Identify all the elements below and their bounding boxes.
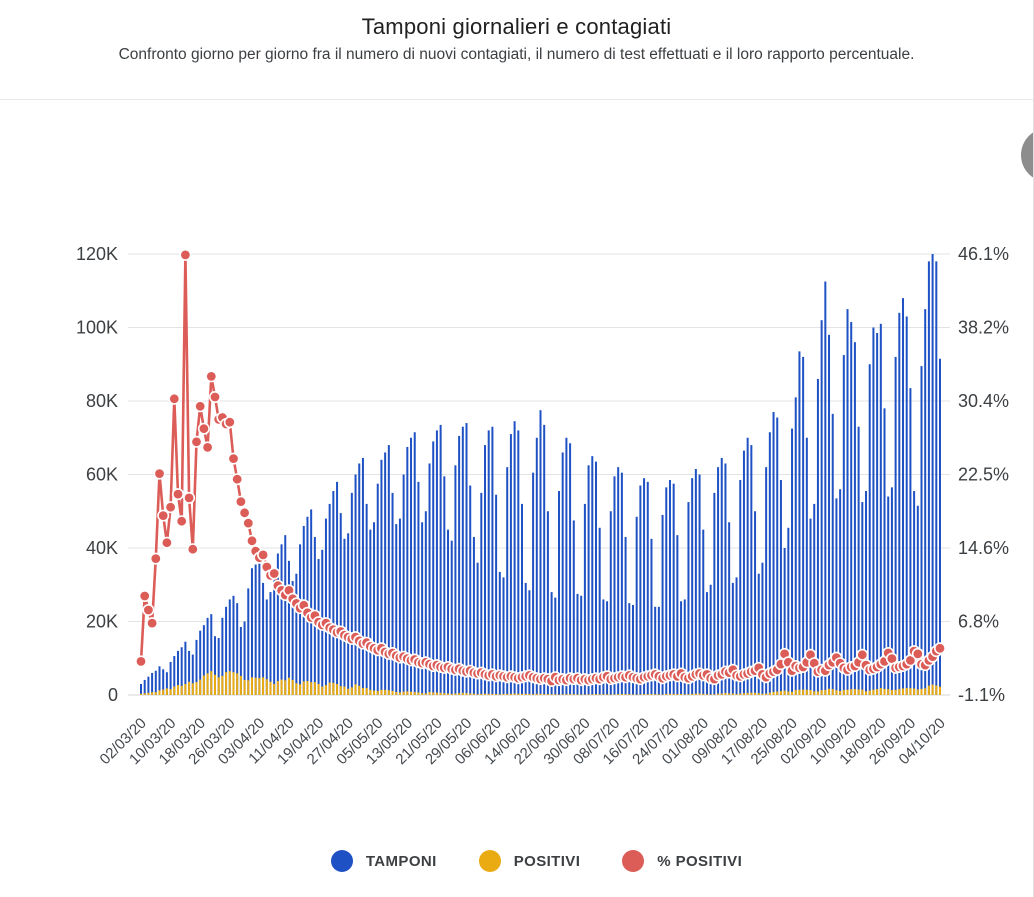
svg-text:80K: 80K bbox=[86, 391, 118, 411]
chart-legend: TAMPONI POSITIVI % POSITIVI bbox=[0, 850, 1033, 872]
svg-text:120K: 120K bbox=[76, 244, 118, 264]
svg-text:30.4%: 30.4% bbox=[958, 391, 1009, 411]
page-title: Tamponi giornalieri e contagiati bbox=[361, 14, 672, 39]
pct-positivi-swatch-icon bbox=[622, 850, 645, 872]
legend-item-positivi[interactable]: POSITIVI bbox=[478, 850, 581, 872]
legend-item-pct-positivi[interactable]: % POSITIVI bbox=[622, 850, 742, 872]
legend-label: POSITIVI bbox=[513, 852, 581, 870]
svg-text:40K: 40K bbox=[86, 538, 118, 558]
svg-text:46.1%: 46.1% bbox=[958, 244, 1009, 264]
svg-text:0: 0 bbox=[108, 685, 118, 705]
svg-text:-1.1%: -1.1% bbox=[958, 685, 1005, 705]
svg-text:20K: 20K bbox=[86, 612, 118, 632]
floating-action-button[interactable] bbox=[1021, 128, 1033, 182]
positivi-swatch-icon bbox=[478, 850, 501, 872]
tamponi-swatch-icon bbox=[330, 850, 353, 872]
svg-text:14.6%: 14.6% bbox=[958, 538, 1009, 558]
legend-item-tamponi[interactable]: TAMPONI bbox=[330, 850, 437, 872]
svg-text:60K: 60K bbox=[86, 465, 118, 485]
page-subtitle: Confronto giorno per giorno fra il numer… bbox=[118, 46, 915, 63]
legend-label: TAMPONI bbox=[365, 852, 437, 870]
svg-text:22.5%: 22.5% bbox=[958, 465, 1009, 485]
chart-header: Tamponi giornalieri e contagiati Confron… bbox=[0, 0, 1033, 100]
svg-text:6.8%: 6.8% bbox=[958, 612, 999, 632]
combo-chart[interactable]: 0 -1.1% 20K 6.8% 40K 14.6% 60K 22.5% 80K 30.4% 100… bbox=[0, 0, 1034, 840]
svg-text:38.2%: 38.2% bbox=[958, 318, 1009, 338]
legend-label: % POSITIVI bbox=[657, 852, 743, 870]
svg-text:100K: 100K bbox=[76, 318, 118, 338]
